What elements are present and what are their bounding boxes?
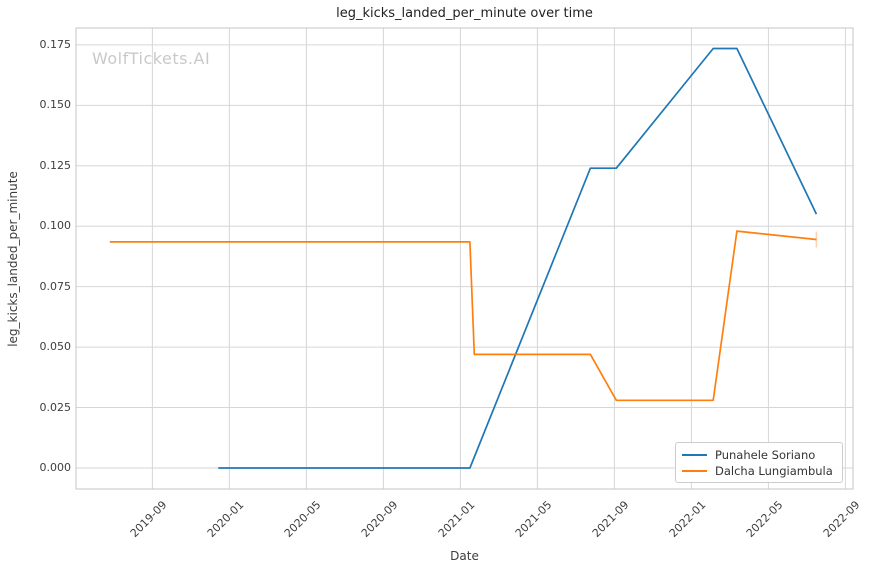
y-axis-label: leg_kicks_landed_per_minute — [6, 171, 20, 347]
y-tick-label: 0.100 — [39, 219, 72, 233]
y-tick-label: 0.075 — [39, 279, 72, 293]
plot-border — [75, 27, 854, 490]
watermark: WolfTickets.AI — [92, 49, 211, 68]
legend-line-swatch — [682, 454, 707, 456]
legend-label: Punahele Soriano — [715, 448, 816, 462]
legend-item: Punahele Soriano — [682, 447, 836, 463]
y-tick-label: 0.025 — [39, 400, 72, 414]
legend-item: Dalcha Lungiambula — [682, 463, 836, 479]
legend-line-swatch — [682, 470, 707, 472]
legend: Punahele Soriano Dalcha Lungiambula — [675, 442, 843, 483]
chart-title: leg_kicks_landed_per_minute over time — [336, 6, 593, 21]
y-tick-label: 0.000 — [39, 460, 72, 474]
y-tick-label: 0.125 — [39, 158, 72, 172]
y-tick-label: 0.150 — [39, 98, 72, 112]
y-tick-label: 0.175 — [39, 37, 72, 51]
series-line-dalcha-lungiambula — [109, 230, 817, 402]
x-axis-label: Date — [450, 549, 479, 563]
legend-label: Dalcha Lungiambula — [715, 464, 833, 478]
y-tick-label: 0.050 — [39, 340, 72, 354]
series-line-punahele-soriano — [218, 47, 818, 469]
